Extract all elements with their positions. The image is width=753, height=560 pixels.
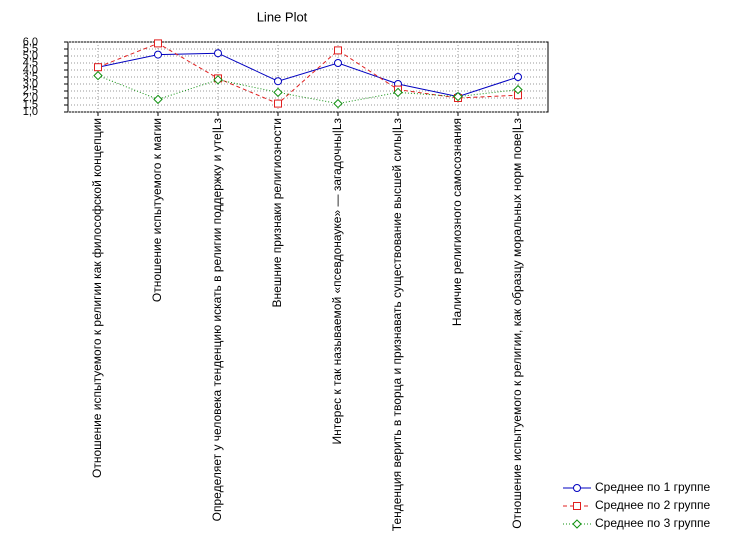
point bbox=[154, 39, 162, 48]
point bbox=[214, 49, 222, 58]
series-line bbox=[97, 75, 519, 105]
point bbox=[334, 59, 342, 67]
series-line bbox=[97, 42, 519, 105]
y-tick-label: 4,5 bbox=[23, 57, 38, 69]
point bbox=[513, 84, 523, 95]
legend-marker bbox=[573, 484, 581, 492]
y-tick-label: 6,0 bbox=[23, 36, 38, 48]
point bbox=[453, 91, 463, 102]
point bbox=[333, 98, 343, 109]
point bbox=[93, 70, 103, 81]
x-tick-label: Интерес к так называемой «псевдонауке» —… bbox=[330, 118, 344, 445]
legend-marker bbox=[572, 519, 582, 529]
legend-label: Среднее по 3 группе bbox=[595, 516, 710, 530]
point bbox=[334, 46, 342, 55]
x-tick-label: Отношение испытуемого к магии bbox=[150, 118, 164, 302]
point bbox=[273, 87, 283, 98]
y-tick-label: 5,0 bbox=[23, 50, 38, 62]
point bbox=[514, 73, 522, 81]
y-tick-label: 3,5 bbox=[23, 71, 38, 83]
y-tick-label: 1,0 bbox=[23, 106, 38, 118]
x-tick-label: Отношение испытуемого к религии как фило… bbox=[90, 118, 104, 478]
x-tick-label: Наличие религиозного самосознания bbox=[450, 118, 464, 326]
chart-title: Line Plot bbox=[257, 9, 308, 24]
x-tick-label: Определяет у человека тенденцию искать в… bbox=[210, 118, 224, 522]
y-tick-label: 1,5 bbox=[23, 99, 38, 111]
point bbox=[154, 50, 162, 59]
x-tick-label: Тенденция верить в творца и признавать с… bbox=[390, 118, 404, 532]
point bbox=[213, 75, 223, 85]
legend-label: Среднее по 1 группе bbox=[595, 480, 710, 494]
point bbox=[393, 87, 403, 98]
point bbox=[274, 77, 282, 86]
legend-marker bbox=[573, 502, 581, 510]
legend-label: Среднее по 2 группе bbox=[595, 498, 710, 512]
x-tick-label: Внешние признаки религиозности bbox=[270, 118, 284, 308]
series-line bbox=[97, 52, 519, 98]
y-tick-label: 2,5 bbox=[23, 85, 38, 97]
x-tick-label: Отношение испытуемого к религии, как обр… bbox=[510, 118, 524, 529]
y-tick-label: 2,0 bbox=[23, 92, 38, 104]
y-tick-label: 5,5 bbox=[23, 43, 38, 55]
point bbox=[274, 99, 282, 108]
point bbox=[153, 94, 163, 105]
y-tick-label: 3,0 bbox=[23, 78, 38, 90]
point bbox=[94, 63, 102, 72]
y-tick-label: 4,0 bbox=[23, 64, 38, 76]
